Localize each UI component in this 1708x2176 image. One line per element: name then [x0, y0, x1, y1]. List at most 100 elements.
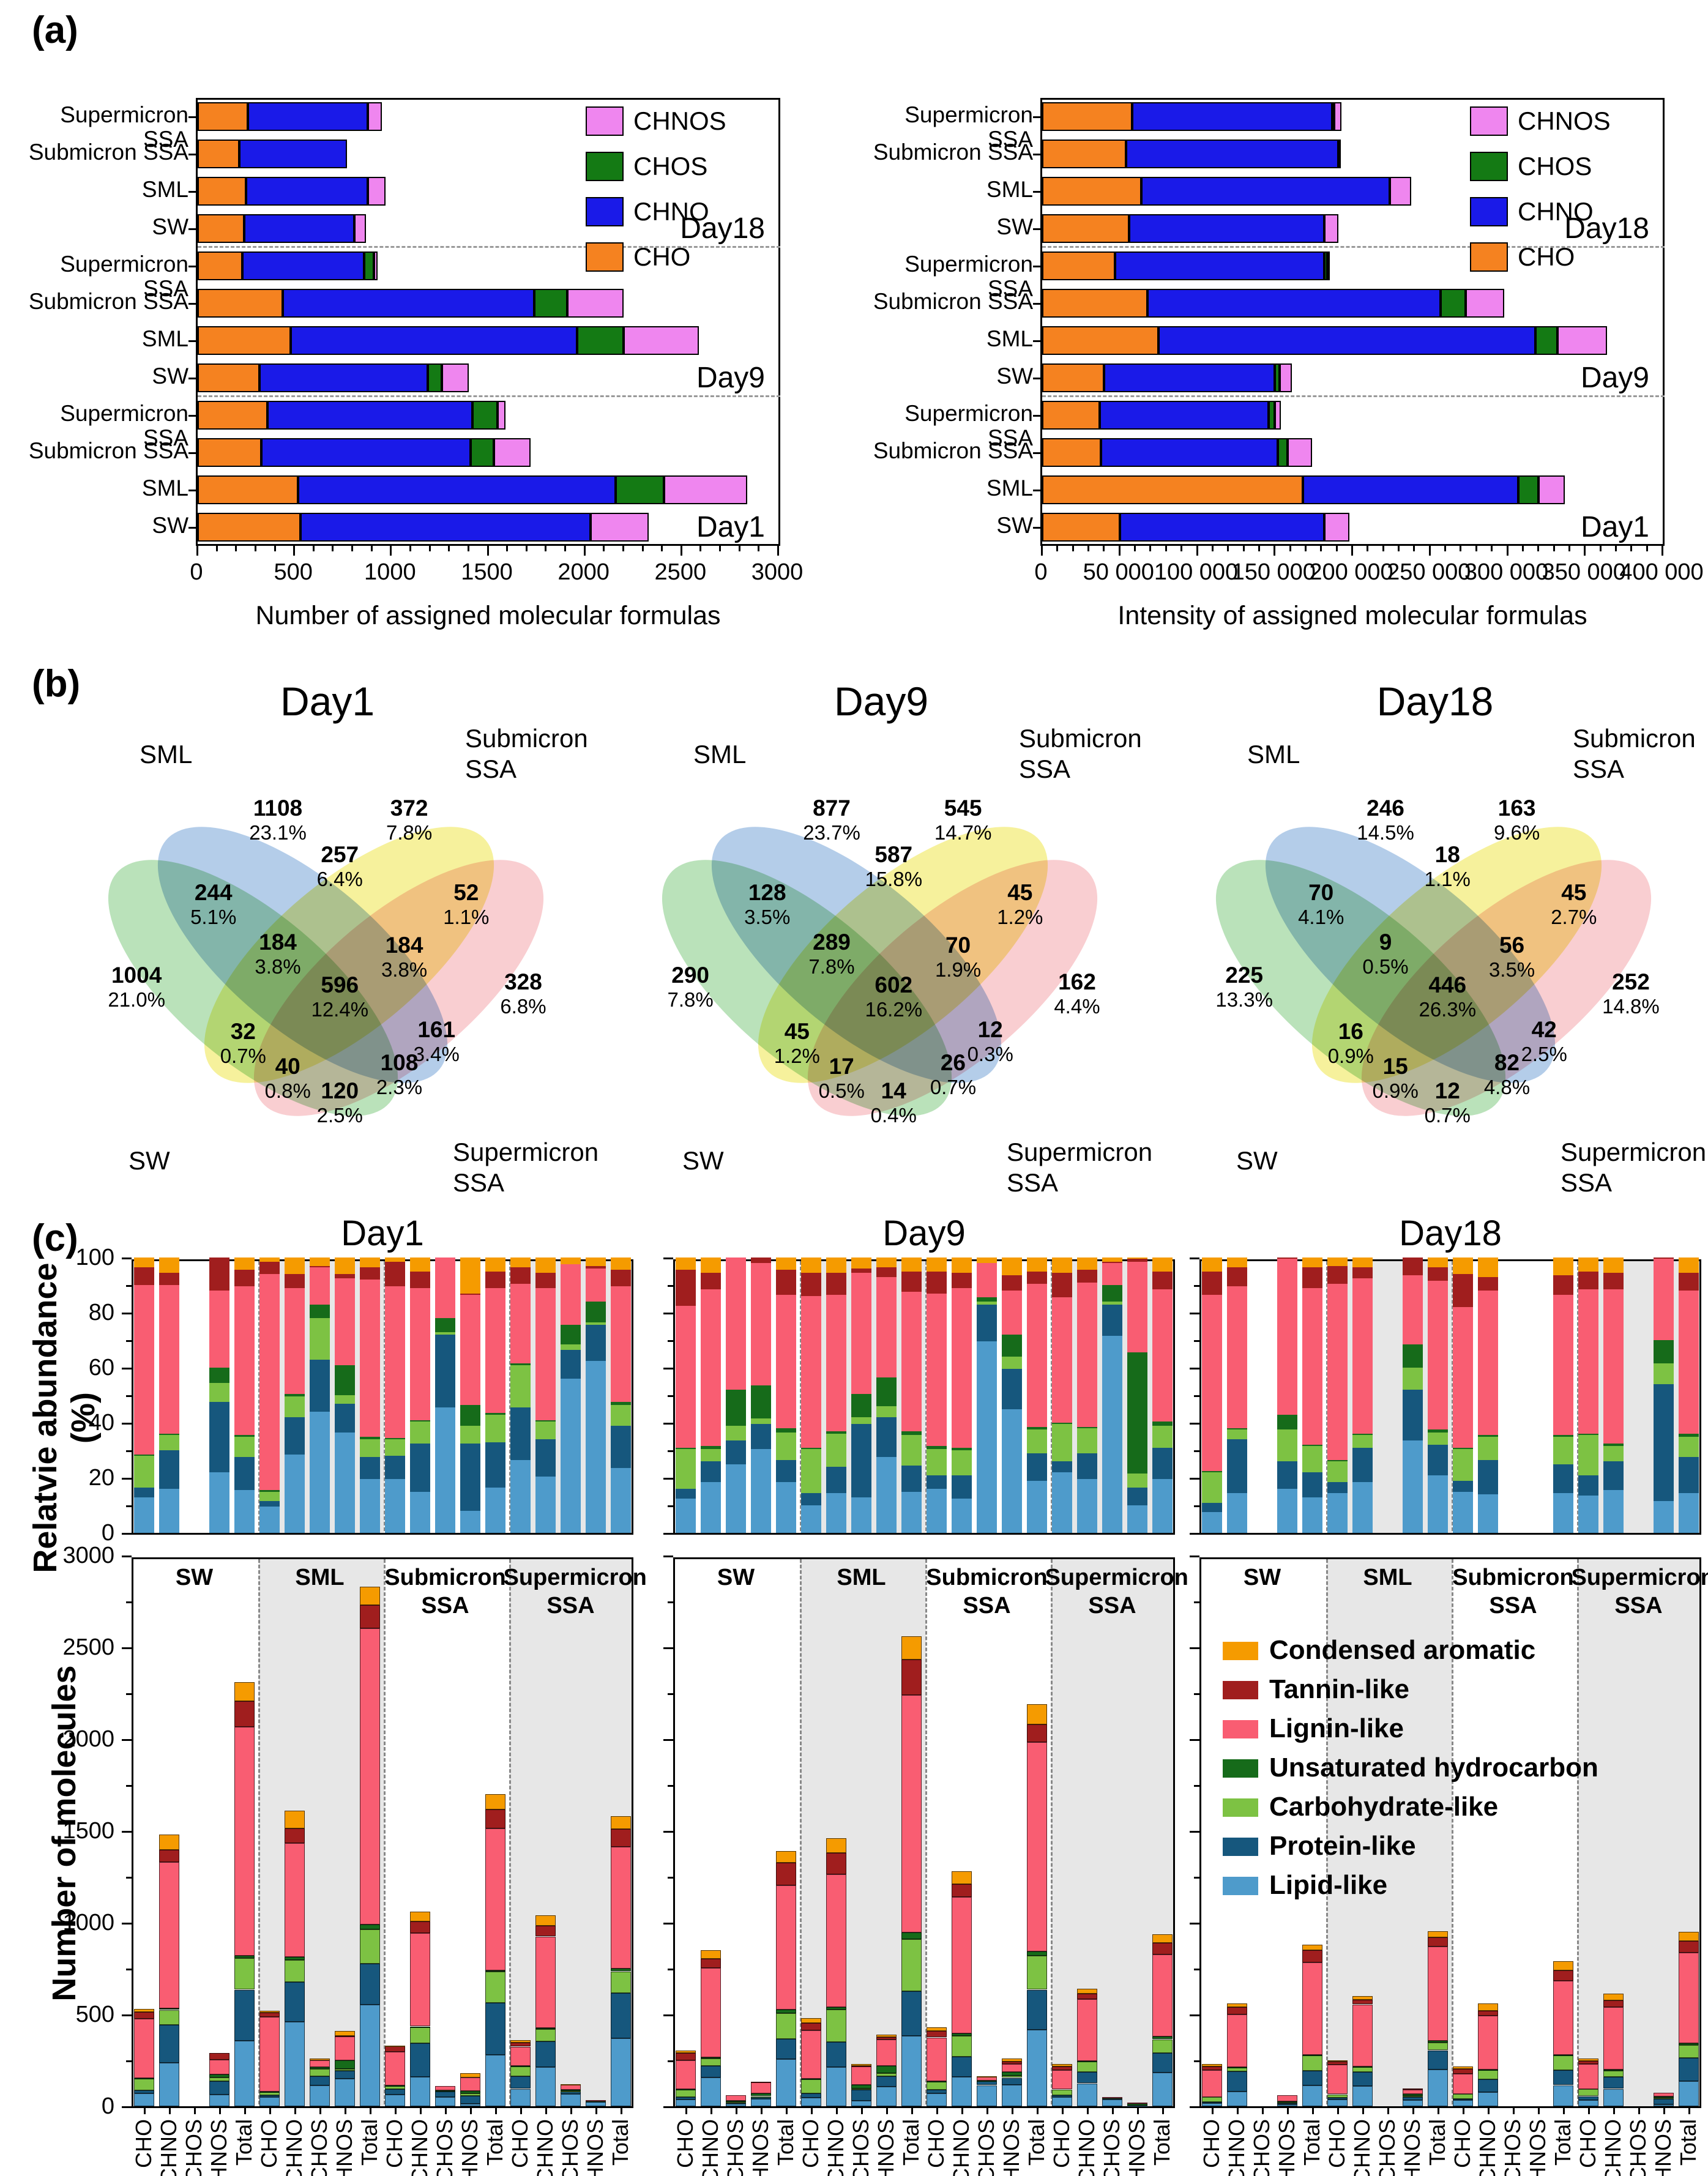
bar-segment-CHO — [198, 326, 291, 355]
x-tick-label: 3000 — [751, 559, 804, 585]
num-segment-lignin — [1352, 2004, 1373, 2067]
num-segment-tannin — [1002, 2061, 1022, 2064]
slot-tick — [1387, 2108, 1389, 2114]
row-label-intensity: Submicron SSA — [873, 438, 1033, 463]
slot-tick — [1061, 2108, 1064, 2114]
rel-segment-condensed — [385, 1258, 405, 1262]
num-segment-protein — [1302, 2071, 1322, 2085]
rel-segment-condensed — [876, 1258, 897, 1267]
num-segment-lignin — [335, 2036, 355, 2060]
rel-segment-unsat — [561, 1325, 581, 1344]
num-segment-unsat — [485, 1970, 505, 1972]
num-segment-condensed — [1478, 2003, 1498, 2011]
formula-tick-label: CHNO — [948, 2119, 974, 2176]
num-segment-carb — [751, 2096, 771, 2098]
rel-segment-unsat — [1453, 1447, 1473, 1449]
rel-segment-lipid — [1202, 1512, 1222, 1533]
slot-tick — [143, 2108, 146, 2114]
rel-segment-tannin — [1679, 1272, 1699, 1291]
rel-segment-protein — [1077, 1453, 1097, 1480]
rel-segment-lignin — [1428, 1281, 1448, 1430]
num-segment-lipid — [410, 2077, 430, 2106]
rel-segment-carb — [927, 1448, 947, 1475]
num-segment-lignin — [485, 1828, 505, 1970]
rel-segment-lignin — [360, 1280, 380, 1437]
num-plot-day9 — [673, 1557, 1175, 2108]
rel-segment-protein — [561, 1349, 581, 1379]
num-segment-lignin — [776, 1885, 796, 2010]
formula-tick-label: CHNOS — [1274, 2119, 1299, 2176]
formula-tick-label: CHNO — [1600, 2119, 1625, 2176]
row-label-number: SML — [141, 475, 188, 501]
x-axis-tick — [1304, 546, 1307, 551]
formula-tick-label: Total — [1675, 2119, 1701, 2166]
slot-tick — [1587, 2108, 1590, 2114]
rel-segment-lipid — [1428, 1475, 1448, 1533]
slot-tick — [1162, 2108, 1164, 2114]
num-segment-carb — [927, 2082, 947, 2090]
num-segment-condensed — [1302, 1945, 1322, 1951]
rel-segment-tannin — [801, 1272, 821, 1296]
rel-segment-tannin — [1027, 1271, 1047, 1284]
bar-segment-CHO — [1042, 140, 1126, 168]
slot-tick — [1236, 2108, 1239, 2114]
num-segment-carb — [701, 2059, 721, 2066]
rel-segment-lipid — [209, 1472, 229, 1533]
class-legend-label-unsat: Unsaturated hydrocarbon — [1269, 1753, 1598, 1783]
rel-segment-protein — [234, 1457, 255, 1491]
rel-segment-protein — [701, 1461, 721, 1482]
num-segment-unsat — [751, 2093, 771, 2096]
rel-segment-carb — [977, 1302, 997, 1305]
bar-segment-CHNO — [1115, 252, 1325, 280]
formula-tick-label: CHNO — [281, 2119, 307, 2176]
rel-segment-condensed — [851, 1258, 871, 1269]
slot-tick — [269, 2108, 271, 2114]
num-segment-carb — [1553, 2055, 1573, 2070]
rel-y-tick — [122, 1258, 132, 1259]
rel-segment-unsat — [1052, 1423, 1072, 1425]
num-segment-tannin — [535, 1926, 556, 1937]
rel-segment-lignin — [701, 1289, 721, 1447]
formula-tick-label: CHO — [797, 2119, 823, 2168]
rel-y-tick — [663, 1313, 673, 1314]
num-segment-tannin — [1403, 2088, 1423, 2090]
rel-segment-lignin — [586, 1269, 606, 1302]
bar-segment-CHNO — [1104, 363, 1275, 392]
num-y-tick — [126, 1693, 132, 1695]
slot-tick — [1437, 2108, 1439, 2114]
num-y-tick — [126, 1601, 132, 1603]
panel-c-label: (c) — [32, 1217, 78, 1259]
num-segment-tannin — [1302, 1950, 1322, 1963]
rel-y-tick — [663, 1368, 673, 1369]
rel-segment-tannin — [901, 1271, 922, 1292]
num-y-tick — [663, 1831, 673, 1833]
rel-segment-unsat — [977, 1297, 997, 1302]
venn-region-Submicron: 372 7.8% — [386, 796, 432, 845]
num-segment-unsat — [1077, 2060, 1097, 2062]
rel-y-tick — [122, 1313, 132, 1314]
rel-segment-condensed — [159, 1258, 179, 1273]
rel-segment-lipid — [1352, 1481, 1373, 1533]
num-segment-carb — [1403, 2095, 1423, 2097]
num-segment-unsat — [460, 2090, 480, 2093]
rel-segment-tannin — [360, 1267, 380, 1280]
formula-tick-label: Total — [1299, 2119, 1324, 2166]
num-segment-carb — [1302, 2055, 1322, 2071]
slot-tick — [394, 2108, 397, 2114]
bar-segment-CHO — [198, 140, 239, 168]
rel-segment-unsat — [826, 1431, 846, 1434]
rel-segment-condensed — [901, 1258, 922, 1272]
slot-tick — [1286, 2108, 1289, 2114]
rel-segment-lignin — [159, 1285, 179, 1434]
venn-region-pct: 6.4% — [316, 867, 363, 890]
num-segment-unsat — [1227, 2067, 1247, 2069]
num-segment-condensed — [1227, 2003, 1247, 2007]
num-y-tick — [122, 1647, 132, 1649]
legend-label-CHOS: CHOS — [1518, 152, 1592, 181]
num-segment-lipid — [435, 2097, 455, 2106]
bar-segment-CHOS — [616, 475, 665, 504]
class-legend-swatch-protein — [1223, 1838, 1258, 1856]
rel-segment-tannin — [1202, 1271, 1222, 1295]
rel-segment-lignin — [1277, 1259, 1297, 1415]
rel-segment-carb — [535, 1421, 556, 1439]
